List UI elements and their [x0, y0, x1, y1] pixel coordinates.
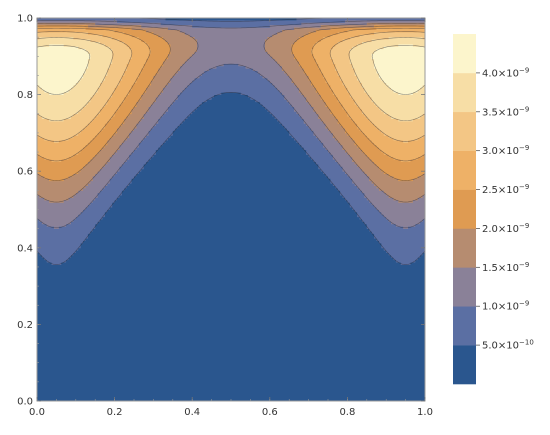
y-tick-label: 0.0 [17, 397, 33, 408]
y-tick-label: 0.4 [17, 243, 33, 254]
contour-bands [36, 17, 426, 265]
legend-label-times: ×10 [498, 302, 519, 313]
legend-label: 1.5×10−9 [482, 261, 529, 274]
legend-label: 5.0×10−10 [482, 339, 534, 352]
y-axis: 0.0 0.2 0.4 0.6 0.8 1.0 [17, 14, 425, 408]
legend-label-exponent: −9 [519, 66, 529, 74]
legend-label: 2.0×10−9 [482, 222, 529, 235]
legend-swatch-0 [453, 345, 476, 385]
contour-line-7 [36, 37, 426, 122]
contour-line-3 [36, 23, 426, 203]
legend-swatch-1 [453, 306, 476, 346]
legend-label-times: ×10 [498, 146, 519, 157]
legend-label-exponent: −9 [519, 144, 529, 152]
x-tick-label: 0.4 [184, 407, 200, 418]
legend-label-exponent: −9 [519, 105, 529, 113]
contour-band-5 [37, 27, 425, 163]
legend-swatch-8 [453, 34, 476, 74]
legend-label-exponent: −9 [519, 222, 529, 230]
contour-band-8 [37, 44, 425, 95]
contour-line-6 [36, 31, 426, 142]
legend-swatch-2 [453, 267, 476, 307]
legend-label-mantissa: 1.5 [482, 263, 498, 274]
legend-label-times: ×10 [498, 185, 519, 196]
contour-line-4 [36, 25, 426, 181]
legend-swatch-5 [453, 150, 476, 190]
x-tick-label: 0.6 [262, 407, 278, 418]
legend-label-times: ×10 [498, 263, 519, 274]
y-tick-label: 0.6 [17, 167, 33, 178]
x-tick-label: 1.0 [417, 407, 433, 418]
legend-label: 3.0×10−9 [482, 144, 529, 157]
legend-label: 4.0×10−9 [482, 66, 529, 79]
legend-label: 1.0×10−9 [482, 300, 529, 313]
y-tick-label: 0.8 [17, 90, 33, 101]
legend-swatch-6 [453, 111, 476, 151]
contour-line-5 [36, 27, 426, 162]
legend-label: 2.5×10−9 [482, 183, 529, 196]
x-tick-label: 0.2 [107, 407, 123, 418]
x-tick-label: 0.0 [29, 407, 45, 418]
legend-swatch-7 [453, 72, 476, 113]
legend-label-times: ×10 [498, 68, 519, 79]
legend-label: 3.5×10−9 [482, 105, 529, 118]
contour-line-1 [36, 17, 426, 265]
legend: 5.0×10−101.0×10−91.5×10−92.0×10−92.5×10−… [453, 34, 534, 385]
legend-label-exponent: −9 [519, 300, 529, 308]
legend-label-mantissa: 1.0 [482, 302, 498, 313]
contour-line-8 [36, 44, 426, 95]
contour-line-2 [36, 20, 426, 229]
x-axis: 0.0 0.2 0.4 0.6 0.8 1.0 [29, 18, 433, 418]
y-tick-label: 0.2 [17, 320, 33, 331]
legend-label-exponent: −10 [519, 339, 534, 347]
legend-label-times: ×10 [498, 107, 519, 118]
legend-swatch-4 [453, 189, 476, 229]
legend-label-exponent: −9 [519, 261, 529, 269]
legend-label-exponent: −9 [519, 183, 529, 191]
y-tick-label: 1.0 [17, 14, 33, 25]
legend-label-times: ×10 [498, 224, 519, 235]
legend-label-mantissa: 4.0 [482, 68, 498, 79]
legend-label-mantissa: 2.5 [482, 185, 498, 196]
legend-swatch-3 [453, 228, 476, 268]
legend-label-times: ×10 [498, 341, 519, 352]
legend-label-mantissa: 3.5 [482, 107, 498, 118]
contour-band-7 [37, 37, 425, 122]
x-tick-label: 0.8 [339, 407, 355, 418]
legend-label-mantissa: 2.0 [482, 224, 498, 235]
legend-label-mantissa: 3.0 [482, 146, 498, 157]
legend-label-mantissa: 5.0 [482, 341, 498, 352]
